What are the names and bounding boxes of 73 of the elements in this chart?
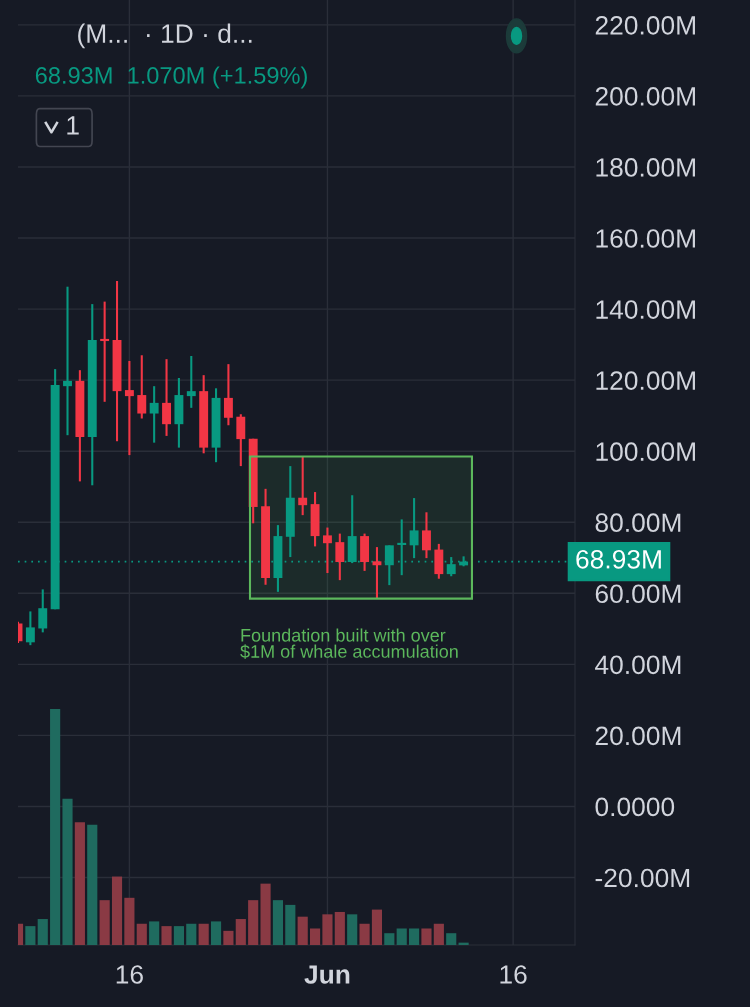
y-tick-label: 80.00M — [595, 513, 681, 533]
y-tick-label: 20.00M — [595, 726, 681, 746]
y-tick-label: 220.00M — [595, 16, 695, 35]
candlestick — [384, 544, 394, 587]
bar — [186, 923, 197, 945]
bar — [347, 914, 358, 945]
bar — [74, 822, 85, 945]
y-tick-label: 120.00M — [596, 371, 695, 390]
candlestick — [409, 497, 419, 560]
bar — [359, 923, 370, 945]
bar — [99, 900, 110, 945]
x-tick-label: 16 — [500, 965, 527, 984]
bar — [111, 876, 123, 945]
bar — [223, 930, 234, 945]
bar — [322, 914, 333, 945]
bar — [161, 926, 172, 945]
bar — [371, 909, 383, 945]
bar — [433, 923, 444, 945]
candlestick — [100, 300, 110, 403]
bar — [50, 709, 61, 945]
bar — [149, 921, 160, 945]
candlestick — [298, 455, 308, 517]
candlestick — [322, 526, 332, 575]
bar — [37, 919, 48, 945]
y-tick-label: 160.00M — [596, 229, 695, 248]
bar — [421, 928, 432, 945]
bar — [297, 916, 308, 945]
bar — [124, 897, 135, 945]
bar — [396, 928, 407, 945]
candlestick — [162, 358, 171, 437]
bar — [409, 928, 420, 945]
annotation: Foundation built with over $1M of whale accumulation — [240, 628, 458, 659]
bar — [272, 900, 284, 945]
bar — [62, 798, 73, 945]
bar — [136, 923, 147, 945]
candlestick — [38, 588, 48, 634]
candlestick — [422, 511, 431, 560]
bar — [173, 926, 184, 945]
y-tick-label: 40.00M — [595, 655, 681, 675]
ref-line-label: 68.93M — [576, 549, 661, 569]
candlestick — [25, 610, 35, 647]
text: (M... · 1D · d... — [78, 23, 252, 49]
candlestick — [137, 354, 147, 420]
candlestick — [223, 363, 233, 427]
bar — [87, 824, 98, 945]
annotation: 1 — [67, 116, 79, 135]
y-tick-label: 140.00M — [596, 300, 695, 319]
y-tick-label: 200.00M — [595, 87, 695, 106]
bar — [260, 883, 271, 945]
bar — [210, 921, 222, 945]
candlestick — [63, 285, 72, 437]
candlestick — [236, 413, 246, 468]
candlestick — [186, 354, 196, 409]
x-tick-label: Jun — [304, 965, 350, 984]
x-tick-label: 16 — [116, 965, 143, 984]
bar — [248, 900, 259, 945]
y-tick-label: 0.0000 — [595, 797, 675, 817]
bar — [309, 928, 321, 945]
candlestick — [335, 532, 345, 582]
y-tick-label: -20.00M — [595, 868, 690, 888]
bar — [446, 933, 457, 945]
candlestick — [372, 546, 382, 600]
y-tick-label: 60.00M — [595, 584, 681, 604]
candlestick — [149, 385, 159, 444]
bar — [334, 911, 345, 945]
bar — [384, 933, 395, 945]
y-tick-label: 100.00M — [596, 442, 695, 462]
bar — [235, 919, 246, 945]
bar — [285, 904, 296, 945]
text: 68.93M 1.070M (+1.59%) — [35, 66, 307, 89]
bar — [198, 923, 209, 945]
y-tick-label: 180.00M — [596, 158, 695, 177]
candlestick — [124, 359, 134, 457]
